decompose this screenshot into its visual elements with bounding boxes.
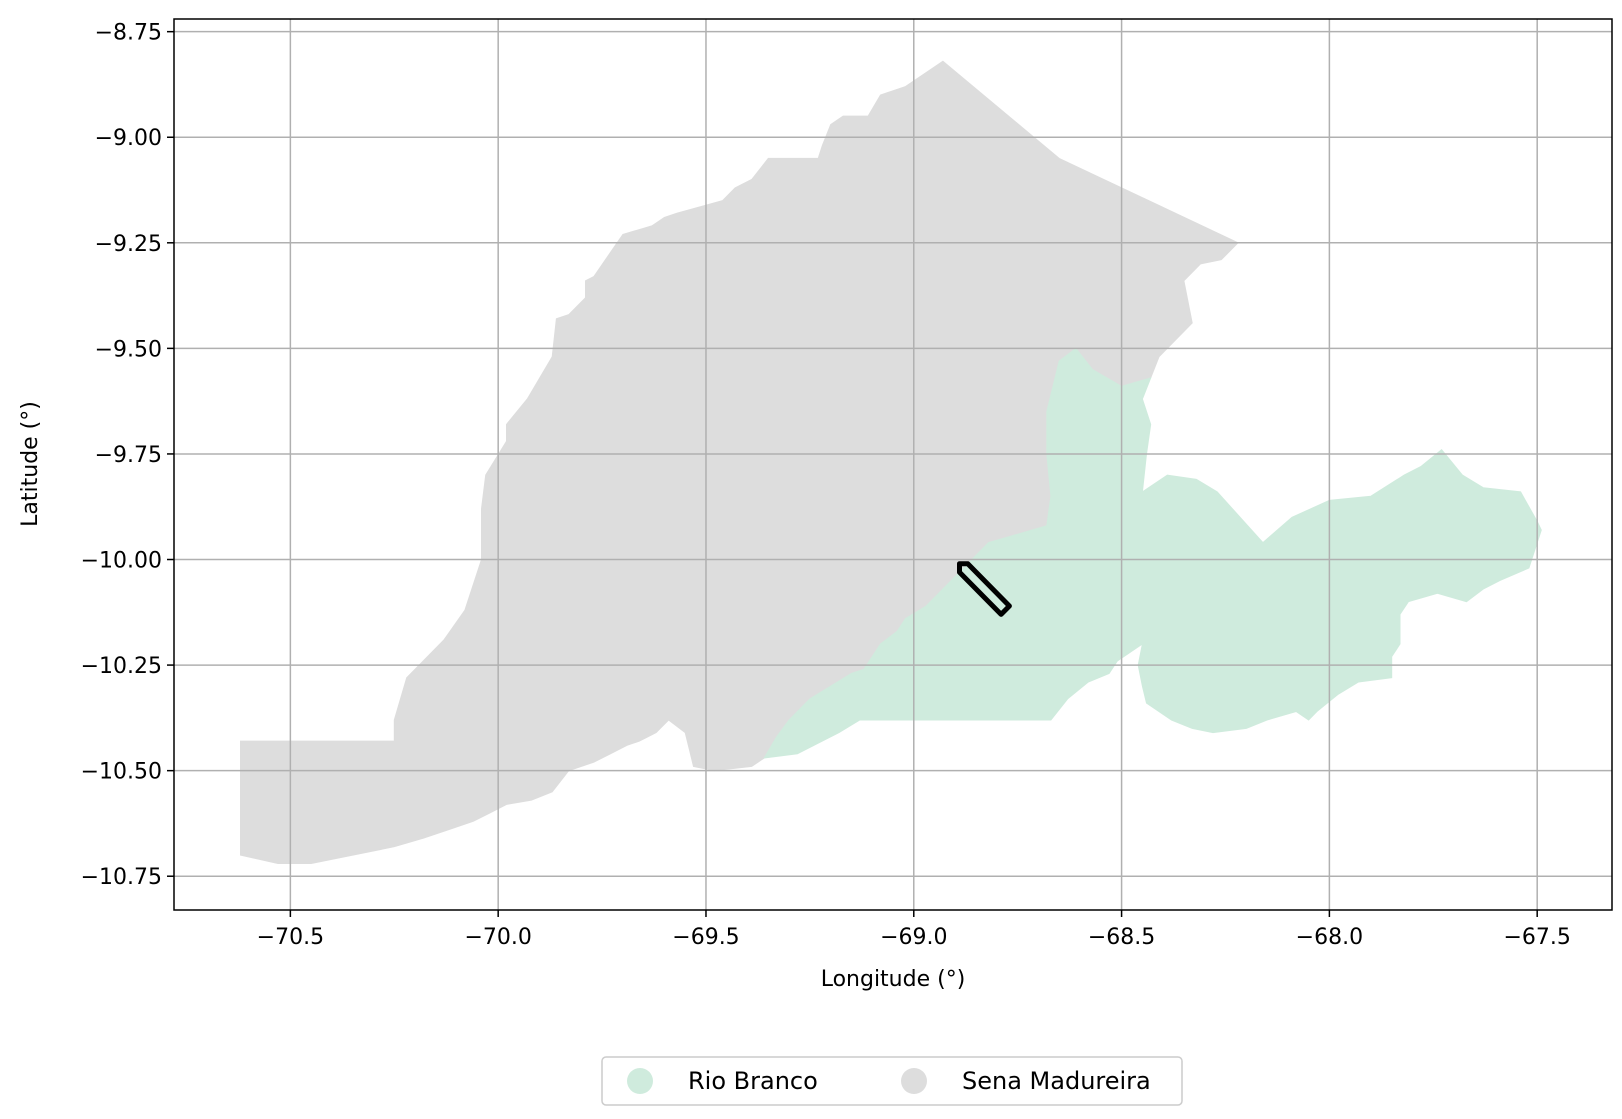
x-tick-label: −69.5 — [672, 925, 739, 950]
legend-marker-sena-madureira — [901, 1068, 927, 1094]
legend-marker-rio-branco — [627, 1068, 653, 1094]
y-tick-label: −10.00 — [81, 549, 162, 574]
y-tick-label: −10.75 — [81, 865, 162, 890]
legend: Rio Branco Sena Madureira — [602, 1057, 1182, 1105]
y-tick-label: −8.75 — [95, 21, 162, 46]
y-tick-label: −9.50 — [95, 337, 162, 362]
x-tick-label: −68.5 — [1088, 925, 1155, 950]
x-tick-label: −70.0 — [464, 925, 531, 950]
legend-label-sena-madureira: Sena Madureira — [962, 1067, 1151, 1095]
y-tick-label: −10.50 — [81, 760, 162, 785]
y-axis-ticks: −8.75 −9.00 −9.25 −9.50 −9.75 −10.00 −10.25 −10… — [81, 21, 174, 891]
x-axis-title: Longitude (°) — [821, 967, 966, 992]
x-tick-label: −67.5 — [1503, 925, 1570, 950]
y-axis-title: Latitude (°) — [18, 401, 43, 527]
y-tick-label: −9.00 — [95, 126, 162, 151]
y-tick-label: −9.75 — [95, 443, 162, 468]
y-tick-label: −10.25 — [81, 654, 162, 679]
legend-label-rio-branco: Rio Branco — [688, 1067, 818, 1095]
x-tick-label: −70.5 — [257, 925, 324, 950]
x-tick-label: −69.0 — [880, 925, 947, 950]
y-tick-label: −9.25 — [95, 232, 162, 257]
x-tick-label: −68.0 — [1296, 925, 1363, 950]
